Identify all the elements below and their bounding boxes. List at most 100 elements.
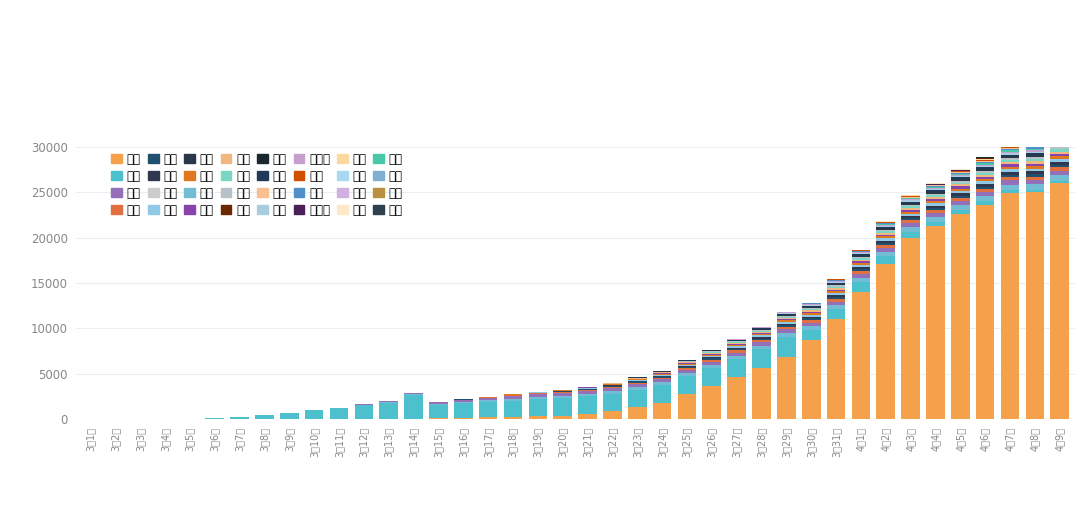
Bar xyxy=(927,203,945,205)
Bar xyxy=(553,394,572,396)
Bar xyxy=(553,416,572,419)
Bar xyxy=(876,230,895,231)
Bar xyxy=(826,280,846,281)
Bar xyxy=(876,245,895,248)
Bar xyxy=(777,312,796,313)
Bar xyxy=(976,169,995,171)
Bar xyxy=(902,212,920,214)
Bar xyxy=(1026,142,1044,143)
Bar xyxy=(752,332,771,333)
Bar xyxy=(976,171,995,173)
Bar xyxy=(826,295,846,297)
Bar xyxy=(801,330,821,340)
Bar xyxy=(528,397,548,399)
Bar xyxy=(503,396,523,399)
Bar xyxy=(976,196,995,201)
Bar xyxy=(777,336,796,356)
Bar xyxy=(1026,177,1044,180)
Bar xyxy=(927,187,945,188)
Bar xyxy=(976,163,995,165)
Bar xyxy=(677,363,697,364)
Bar xyxy=(951,170,970,171)
Bar xyxy=(826,282,846,283)
Bar xyxy=(951,198,970,201)
Bar xyxy=(876,248,895,252)
Bar xyxy=(404,395,423,419)
Bar xyxy=(777,319,796,320)
Bar xyxy=(951,182,970,184)
Bar xyxy=(801,305,821,307)
Bar xyxy=(354,406,374,419)
Bar xyxy=(280,413,299,419)
Bar xyxy=(902,227,920,232)
Bar xyxy=(1051,149,1069,151)
Bar xyxy=(1051,147,1069,149)
Bar xyxy=(876,233,895,235)
Bar xyxy=(1001,165,1020,167)
Bar xyxy=(976,192,995,196)
Bar xyxy=(876,238,895,241)
Bar xyxy=(1001,169,1020,172)
Bar xyxy=(627,387,647,390)
Bar xyxy=(702,357,721,358)
Bar xyxy=(603,384,622,385)
Bar xyxy=(1026,155,1044,157)
Bar xyxy=(752,330,771,331)
Bar xyxy=(1001,180,1020,184)
Bar xyxy=(801,304,821,305)
Bar xyxy=(752,329,771,330)
Bar xyxy=(230,417,248,419)
Bar xyxy=(454,402,473,403)
Bar xyxy=(752,368,771,419)
Bar xyxy=(603,394,622,411)
Bar xyxy=(329,408,349,419)
Bar xyxy=(976,177,995,179)
Bar xyxy=(1051,167,1069,171)
Bar xyxy=(851,269,870,271)
Bar xyxy=(1051,181,1069,183)
Bar xyxy=(627,390,647,407)
Bar xyxy=(1001,145,1020,146)
Bar xyxy=(902,197,920,198)
Bar xyxy=(752,346,771,350)
Bar xyxy=(1026,192,1044,419)
Bar xyxy=(777,325,796,327)
Bar xyxy=(801,310,821,312)
Bar xyxy=(1001,147,1020,148)
Bar xyxy=(951,201,970,205)
Bar xyxy=(1051,132,1069,133)
Bar xyxy=(976,162,995,163)
Bar xyxy=(627,379,647,380)
Bar xyxy=(627,380,647,381)
Bar xyxy=(255,415,274,419)
Bar xyxy=(503,395,523,396)
Bar xyxy=(902,199,920,200)
Bar xyxy=(951,176,970,178)
Bar xyxy=(902,214,920,216)
Bar xyxy=(876,225,895,226)
Bar xyxy=(652,375,672,376)
Bar xyxy=(603,387,622,388)
Bar xyxy=(1026,174,1044,177)
Bar xyxy=(951,181,970,182)
Bar xyxy=(1051,143,1069,145)
Bar xyxy=(851,282,870,292)
Bar xyxy=(976,179,995,181)
Bar xyxy=(1001,193,1020,419)
Bar xyxy=(951,172,970,173)
Bar xyxy=(1026,146,1044,147)
Bar xyxy=(503,417,523,419)
Bar xyxy=(652,374,672,375)
Bar xyxy=(876,226,895,227)
Bar xyxy=(927,185,945,186)
Bar xyxy=(876,252,895,256)
Bar xyxy=(1051,183,1069,419)
Bar xyxy=(902,223,920,227)
Bar xyxy=(752,333,771,334)
Bar xyxy=(826,305,846,309)
Bar xyxy=(1051,154,1069,156)
Bar xyxy=(702,355,721,356)
Bar xyxy=(1001,148,1020,149)
Bar xyxy=(801,309,821,310)
Bar xyxy=(927,201,945,203)
